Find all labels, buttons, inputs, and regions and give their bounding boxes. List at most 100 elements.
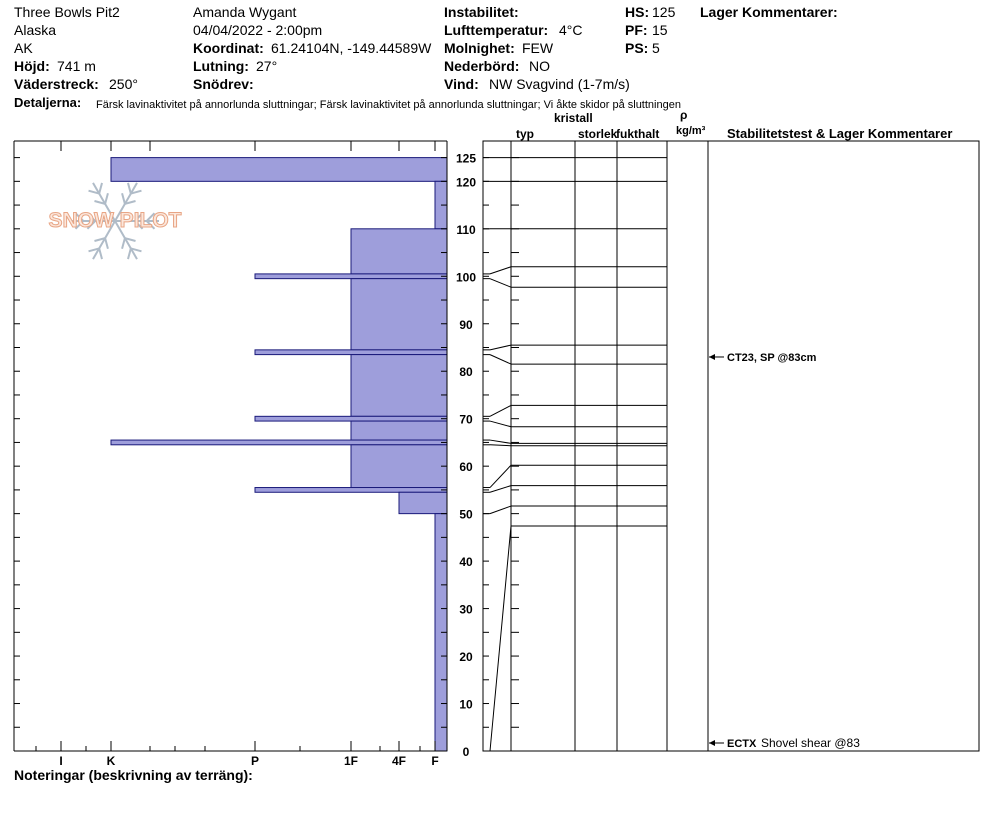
layer-connector bbox=[489, 444, 512, 447]
wind-loading-label: Snödrev: bbox=[193, 76, 254, 92]
column-size: storlek bbox=[578, 127, 618, 141]
coordinate-value: 61.24104N, -149.44589W bbox=[271, 40, 432, 56]
snowflake-branch bbox=[127, 182, 132, 194]
wind-label: Vind: bbox=[444, 76, 479, 92]
column-density-unit: kg/m³ bbox=[676, 125, 706, 137]
elevation-value: 741 m bbox=[57, 58, 96, 74]
snowflake-branch bbox=[127, 248, 132, 260]
pf-label: PF: bbox=[625, 22, 648, 38]
snowflake-branch bbox=[145, 220, 156, 230]
air-temp-label: Lufttemperatur: bbox=[444, 22, 549, 38]
snowflake-arm bbox=[92, 182, 116, 222]
x-tick-label: I bbox=[59, 754, 62, 768]
snowflake-branch bbox=[74, 220, 85, 230]
elevation-label: Höjd: bbox=[14, 58, 50, 74]
details-value: Färsk lavinaktivitet på annorlunda slutt… bbox=[96, 99, 681, 111]
stability-tests: CT23, SP @83cm ECTX Shovel shear @83 bbox=[709, 352, 860, 750]
hardness-bar bbox=[254, 415, 448, 422]
y-tick-label: 20 bbox=[459, 650, 473, 664]
y-tick-label: 110 bbox=[456, 223, 476, 237]
x-tick-label: 1F bbox=[344, 754, 358, 768]
state: AK bbox=[14, 40, 33, 56]
snowflake-branch bbox=[121, 192, 126, 205]
snowflake-branch bbox=[74, 212, 85, 222]
slope-label: Lutning: bbox=[193, 58, 249, 74]
x-tick-label: P bbox=[251, 754, 259, 768]
snowflake-branch bbox=[134, 220, 144, 230]
snowpilot-logo: SNOW PILOT bbox=[48, 182, 182, 260]
air-temp-value: 4°C bbox=[559, 22, 583, 38]
hardness-bar bbox=[350, 444, 448, 489]
layer-connector bbox=[489, 354, 512, 365]
snowflake-branch bbox=[98, 248, 103, 260]
table-border bbox=[482, 140, 980, 752]
snowflake-arm bbox=[114, 220, 138, 260]
snowflake-arm bbox=[92, 220, 116, 260]
test-arrow-head bbox=[709, 740, 715, 746]
y-tick-label: 70 bbox=[459, 413, 473, 427]
snowpilot-logo-text: SNOW PILOT bbox=[49, 209, 182, 232]
snowflake-icon bbox=[71, 182, 159, 260]
y-tick-label: 0 bbox=[463, 745, 470, 759]
snowflake-branch bbox=[94, 200, 106, 205]
snowflake-branch bbox=[130, 247, 142, 253]
region: Alaska bbox=[14, 22, 57, 38]
coordinate-label: Koordinat: bbox=[193, 40, 264, 56]
snowflake-branch bbox=[98, 182, 103, 194]
sky-label: Molnighet: bbox=[444, 40, 515, 56]
column-type: typ bbox=[516, 127, 534, 141]
y-tick-label: 100 bbox=[456, 270, 476, 284]
x-tick-label: 4F bbox=[392, 754, 406, 768]
y-tick-label: 40 bbox=[459, 555, 473, 569]
snowflake-branch bbox=[145, 212, 156, 222]
slope-value: 27° bbox=[256, 58, 278, 74]
snowflake-branch bbox=[134, 212, 144, 222]
snowflake-branch bbox=[124, 237, 136, 242]
y-tick-label: 10 bbox=[459, 698, 473, 712]
aspect-value: 250° bbox=[109, 76, 138, 92]
layer-connector bbox=[489, 278, 512, 288]
hardness-bar bbox=[398, 491, 448, 515]
snowflake-branch bbox=[86, 220, 96, 230]
hardness-bar bbox=[110, 157, 448, 182]
snowflake-branch bbox=[94, 237, 106, 242]
test-code: CT23, SP @83cm bbox=[727, 352, 817, 364]
layer-connector bbox=[489, 344, 512, 351]
y-tick-label: 125 bbox=[456, 152, 476, 166]
hardness-bar bbox=[254, 487, 448, 493]
column-crystal: kristall bbox=[554, 111, 593, 125]
snowflake-branch bbox=[104, 192, 109, 205]
layer-connector bbox=[489, 505, 512, 515]
y-tick-label: 120 bbox=[456, 175, 476, 189]
y-tick-label: 50 bbox=[459, 508, 473, 522]
snowflake-branch bbox=[130, 189, 142, 195]
column-moisture: fukthalt bbox=[616, 127, 660, 141]
column-stability: Stabilitetstest & Lager Kommentarer bbox=[727, 126, 953, 141]
hardness-bar bbox=[254, 273, 448, 280]
layer-table bbox=[482, 140, 980, 752]
pit-name: Three Bowls Pit2 bbox=[14, 4, 120, 20]
snowflake-branch bbox=[88, 247, 100, 253]
hs-value: 125 bbox=[652, 4, 676, 20]
precipitation-value: NO bbox=[529, 58, 550, 74]
hardness-bar bbox=[350, 420, 448, 441]
date-time: 04/04/2022 - 2:00pm bbox=[193, 22, 323, 38]
hardness-bar bbox=[254, 349, 448, 356]
ps-label: PS: bbox=[625, 40, 649, 56]
notes-label: Noteringar (beskrivning av terräng): bbox=[14, 767, 253, 783]
y-tick-label: 30 bbox=[459, 603, 473, 617]
layer-comments-label: Lager Kommentarer: bbox=[700, 4, 838, 20]
layer-connector bbox=[489, 404, 512, 417]
snowflake-arm bbox=[114, 182, 138, 222]
hardness-bar bbox=[350, 228, 448, 275]
test-comment: Shovel shear @83 bbox=[761, 736, 860, 750]
x-tick-label: K bbox=[107, 754, 116, 768]
layer-connector bbox=[489, 439, 512, 444]
observer-name: Amanda Wygant bbox=[193, 4, 297, 20]
chart-axes: I K P 1F 4F F 0 10 20 30 40 50 60 70 80 90 100 110 120 125 bbox=[13, 140, 476, 768]
layer-connector bbox=[489, 420, 512, 428]
layer-connector bbox=[489, 464, 512, 488]
details-label: Detaljerna: bbox=[14, 95, 82, 110]
ps-value: 5 bbox=[652, 40, 660, 56]
